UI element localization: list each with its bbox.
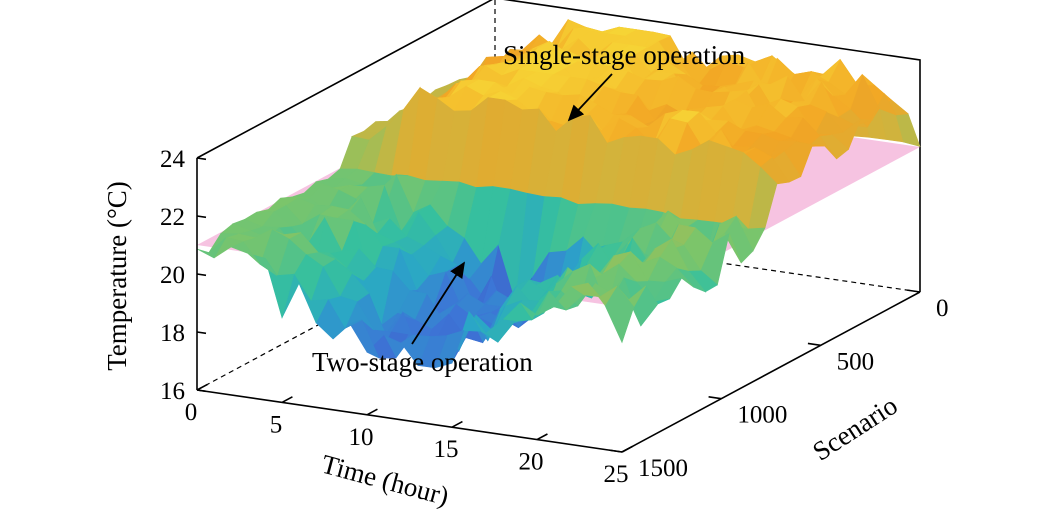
y-tick <box>807 342 821 347</box>
x-tick <box>366 408 378 416</box>
x-tick <box>536 433 548 441</box>
top-frame <box>196 0 921 292</box>
x-tick-label: 25 <box>604 461 629 488</box>
z-tick <box>196 157 207 161</box>
z-tick-label: 20 <box>160 262 185 289</box>
y-tick <box>907 289 921 293</box>
y-axis-title: Scenario <box>807 390 903 467</box>
surface-facets <box>196 18 921 369</box>
x-tick-label: 0 <box>185 399 198 426</box>
surface-facet <box>196 237 227 259</box>
x-tick <box>621 445 633 453</box>
x-tick <box>281 396 293 404</box>
x-tick-label: 20 <box>519 449 544 476</box>
x-axis-line <box>196 389 623 453</box>
y-tick-label: 0 <box>936 295 949 322</box>
x-tick-label: 15 <box>434 436 459 463</box>
z-tick <box>196 273 207 277</box>
x-tick-label: 5 <box>270 411 283 438</box>
z-tick-label: 24 <box>160 146 186 173</box>
z-tick-label: 18 <box>160 320 185 347</box>
two-stage-arrow <box>411 261 465 345</box>
x-tick-label: 10 <box>349 424 374 451</box>
y-tick-label: 1000 <box>737 402 787 429</box>
z-axis-title: Temperature (°C) <box>102 181 132 371</box>
z-tick-label: 16 <box>160 378 185 405</box>
y-tick-label: 500 <box>837 348 875 375</box>
y-tick <box>609 449 623 453</box>
y-axis-line <box>621 291 921 453</box>
y-tick-label: 1500 <box>638 455 688 482</box>
two-stage-annotation: Two-stage operation <box>312 347 533 377</box>
x-tick <box>196 383 208 391</box>
z-tick <box>196 389 207 393</box>
x-axis-title: Time (hour) <box>318 449 452 512</box>
z-tick <box>196 331 207 335</box>
single-stage-arrow <box>567 73 613 122</box>
y-tick <box>708 396 722 400</box>
x-tick <box>451 420 463 428</box>
z-tick <box>196 215 207 219</box>
single-stage-annotation: Single-stage operation <box>503 40 746 70</box>
tick-labels: 0 5 10 15 20 25 0 500 1000 1500 16 18 20 22 24 <box>160 146 949 488</box>
z-tick-label: 22 <box>160 204 185 231</box>
